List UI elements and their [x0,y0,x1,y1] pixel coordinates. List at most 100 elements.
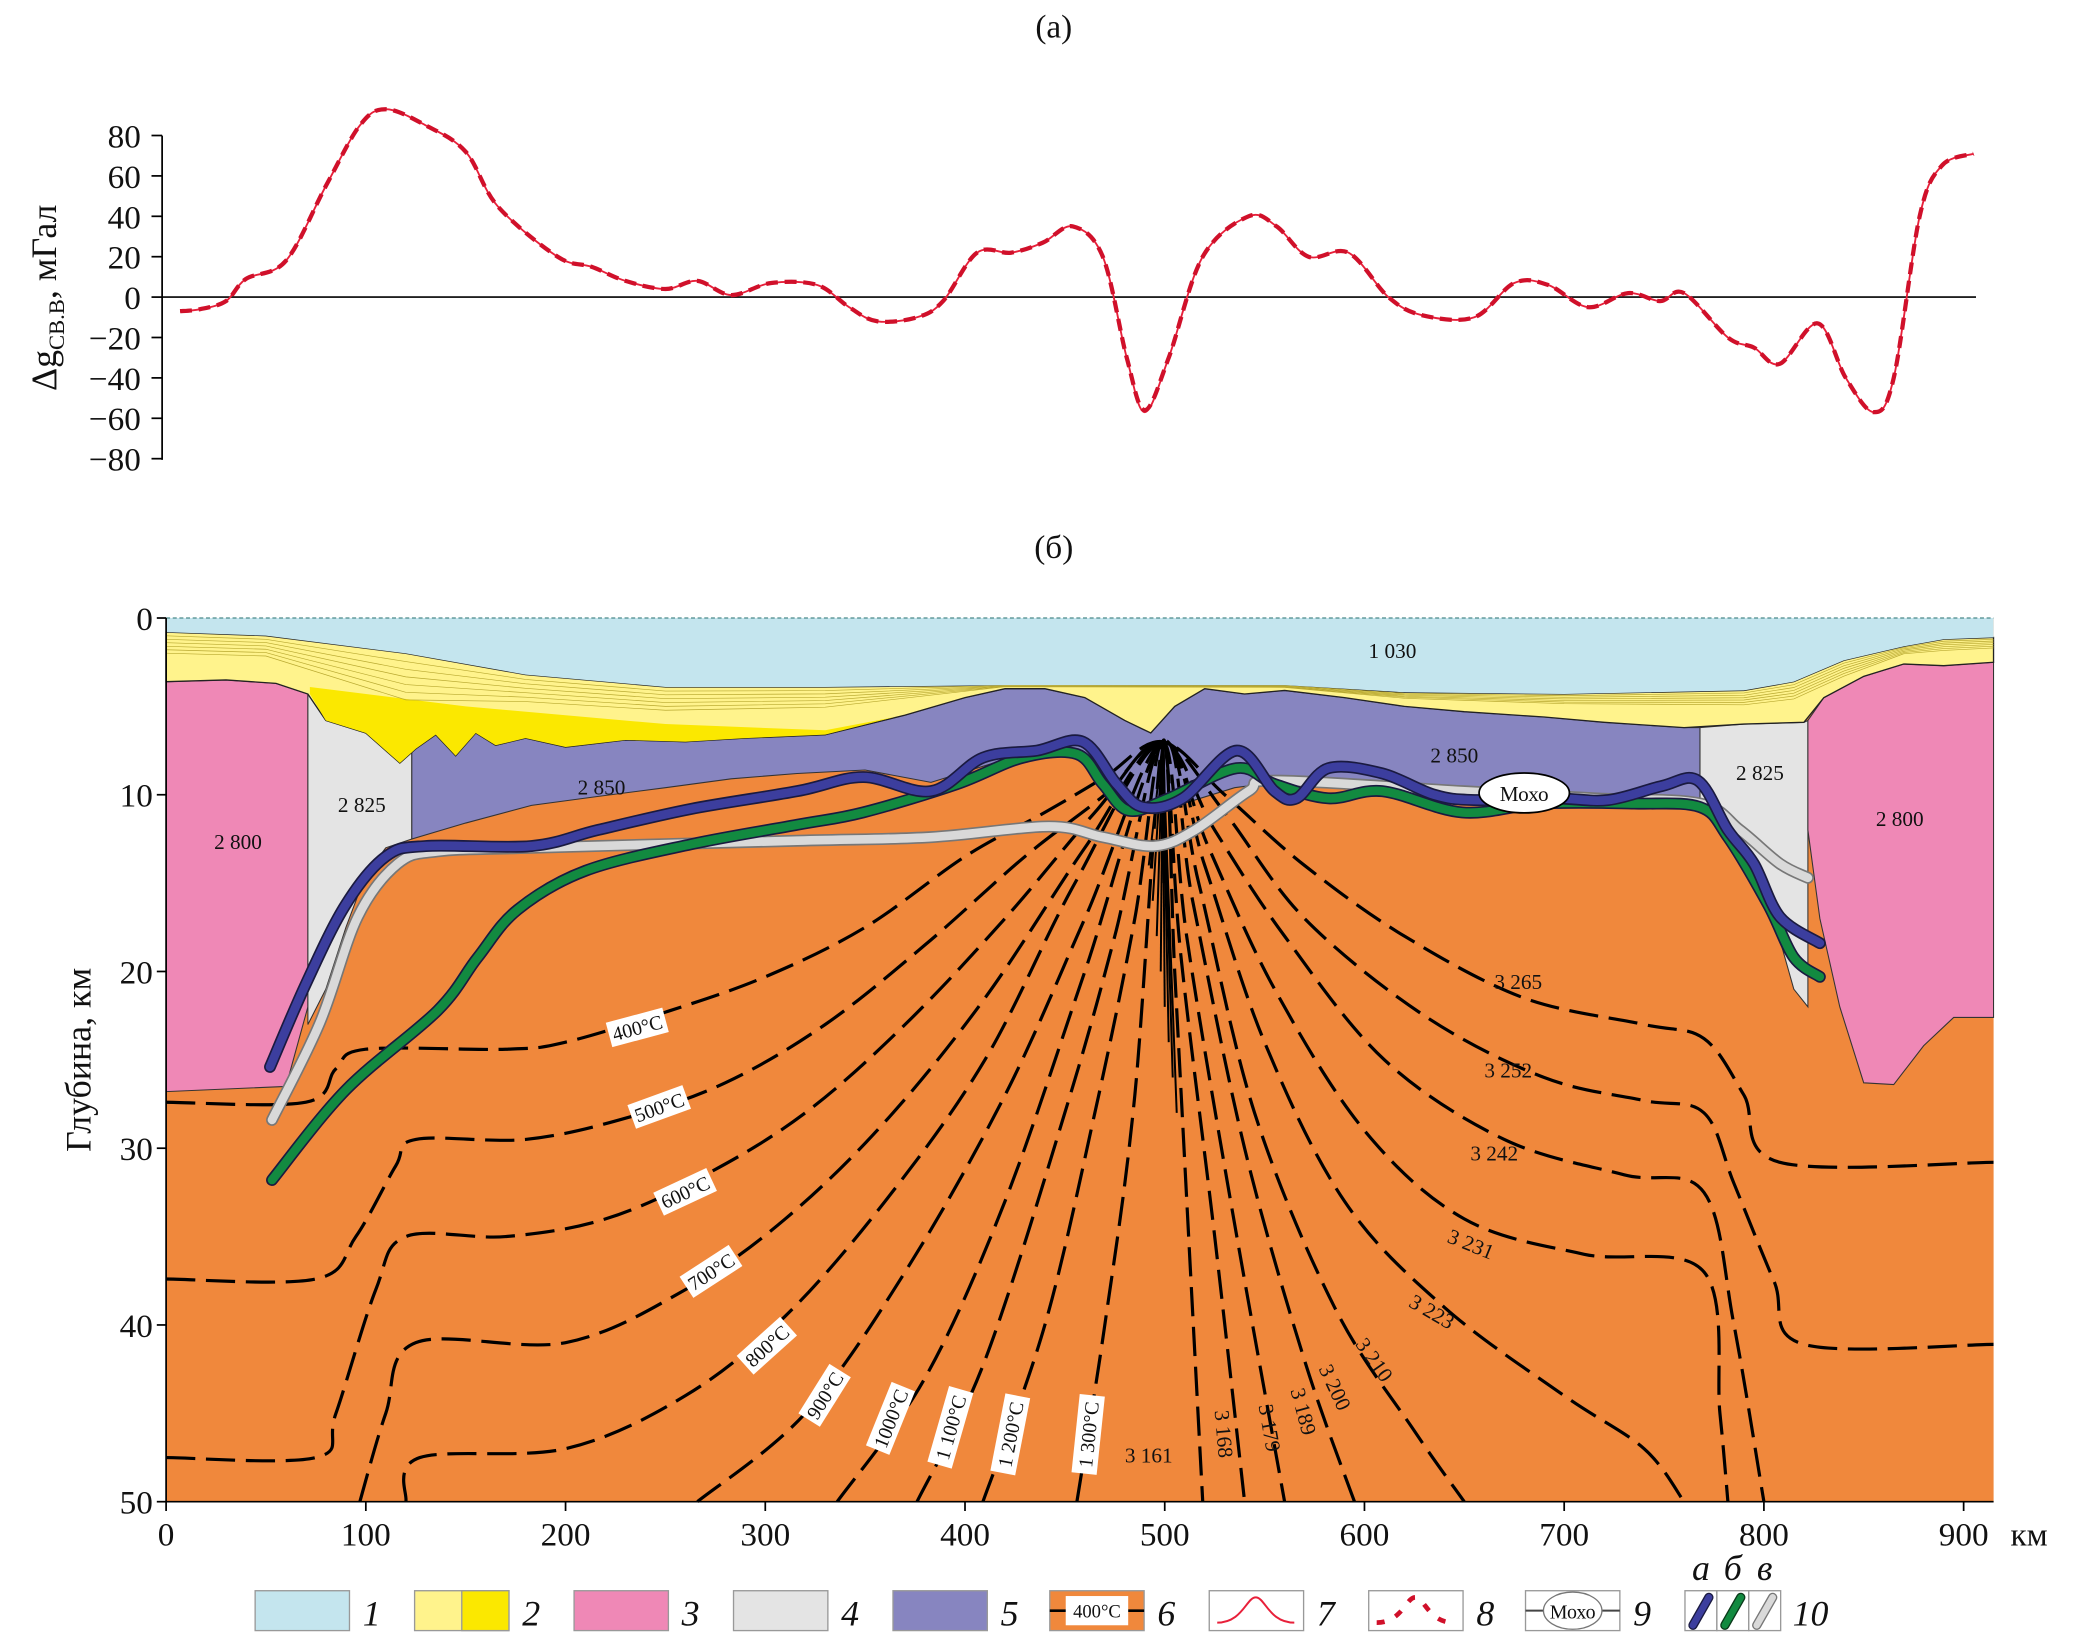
density-label: 3 168 [1210,1409,1238,1459]
sediment-layer-line [166,645,1994,707]
legend-observed-curve [1217,1596,1295,1624]
y-tick-label: 80 [108,118,141,155]
legend-item-1: 1 [254,1590,381,1633]
y-tick-label: 50 [120,1485,153,1522]
y-tick-label: 10 [120,778,153,815]
legend-number: 1 [363,1593,381,1633]
legend-inner-label: Мохо [1550,1602,1596,1624]
y-tick-label: −80 [89,442,141,479]
legend-number: 5 [1001,1593,1019,1633]
isotherm-label-box [653,1168,717,1216]
density-label: 2 850 [578,775,626,799]
isotherm-label-box [1071,1394,1105,1475]
isotherm-label-box [679,1244,743,1298]
y-axis-label: ΔgСВ.В, мГал [24,204,69,391]
legend-moho-swatch-а [1689,1594,1713,1629]
legend-number: 3 [681,1593,700,1633]
panel-a-caption: (а) [1035,8,1072,45]
legend-number: 2 [522,1593,540,1633]
legend-swatch-gray [732,1590,829,1632]
legend-number: 10 [1793,1593,1829,1633]
gravity-series-observed [179,108,1974,414]
legend-sub-label: б [1724,1548,1743,1588]
sediment-layer-line [166,647,1994,711]
density-label: 3 161 [1125,1443,1173,1467]
legend-item-9: Мохо 9 [1524,1590,1651,1633]
legend-swatch-granite [573,1590,670,1632]
legend-item-4: 4 [732,1590,859,1633]
y-tick-label: 20 [120,954,153,991]
x-tick-label: 900 [1939,1517,1989,1554]
density-label: 3 252 [1484,1059,1532,1083]
y-tick-label: 30 [120,1131,153,1168]
density-label: 2 825 [338,793,386,817]
y-tick-label: 20 [108,240,141,277]
x-tick-label: 0 [158,1517,175,1554]
legend-item-8: 8 [1368,1590,1494,1633]
legend-swatch-calculated [1368,1590,1464,1632]
gravity-series-calculated [179,107,1975,415]
x-tick-label: 400 [940,1517,990,1554]
y-tick-label: 0 [136,601,153,638]
density-label: 2 800 [214,830,262,854]
legend-label-box [1065,1596,1129,1626]
isotherm-label-box [927,1385,974,1469]
water-layer [166,618,1994,695]
sediments-bright [309,686,896,763]
x-tick-label: 800 [1739,1517,1789,1554]
y-tick-label: −40 [89,361,141,398]
x-tick-label: 600 [1340,1517,1390,1554]
isotherm-label-box [605,1007,669,1048]
legend-number: 6 [1157,1593,1175,1633]
legend-sub-label: а [1692,1548,1710,1588]
isotherm-label-box [990,1393,1031,1476]
legend-swatch-purple [892,1590,988,1632]
moho-label-ellipse [1478,772,1571,814]
density-label: 2 800 [1876,807,1924,831]
y-label-unit: , мГал [24,204,64,299]
x-tick-label: 200 [541,1517,591,1554]
density-label: 3 242 [1470,1142,1518,1166]
y-tick-label: 60 [108,159,141,196]
y-tick-label: 0 [124,280,141,317]
legend-moho-swatch-б [1721,1594,1745,1629]
y-tick-label: −60 [89,401,141,438]
legend-item-2: 2 [413,1590,540,1633]
legend-item-10: а б в 10 [1684,1548,1829,1633]
isotherm-label-box [627,1085,691,1129]
legend-sub-label: в [1757,1548,1773,1588]
legend: 1 2 3 4 5 400°C 6 7 8 Мохо 9 а б в 10 [254,1548,1829,1633]
panel-b-caption: (б) [1034,529,1073,566]
legend-item-6: 400°C 6 [1049,1590,1175,1633]
density-label: 3 265 [1494,970,1542,994]
legend-swatch-sediments-bright [461,1590,510,1632]
x-tick-label: 100 [341,1517,391,1554]
y-label-main: Δg [24,350,64,391]
isotherm-line [915,740,1287,1503]
legend-number: 7 [1317,1593,1337,1633]
moho-label: Мохо [1500,782,1549,806]
legend-number: 9 [1633,1593,1651,1633]
y-tick-label: −20 [89,320,141,357]
isotherm-label-box [736,1316,798,1375]
density-label: 2 825 [1736,761,1784,785]
legend-inner-label: 400°C [1073,1601,1121,1622]
isotherm-line [358,740,1730,1503]
isotherm-line [1075,738,1205,1502]
legend-number: 4 [841,1593,859,1633]
legend-moho-ellipse [1542,1591,1603,1630]
x-tick-label: 700 [1539,1517,1589,1554]
isotherm-line [402,740,1686,1503]
moho-line-b [267,747,1825,1185]
y-label-sub: СВ.В [44,299,69,350]
isotherm-label-box [865,1381,916,1455]
isotherm-label: 400°C [605,1007,669,1048]
sediment-layer-line [166,635,1994,697]
isotherm-line [981,740,1247,1503]
sediment-layer-line [166,638,1994,698]
legend-moho-swatch-в [1753,1594,1777,1629]
y-tick-label: 40 [108,199,141,236]
